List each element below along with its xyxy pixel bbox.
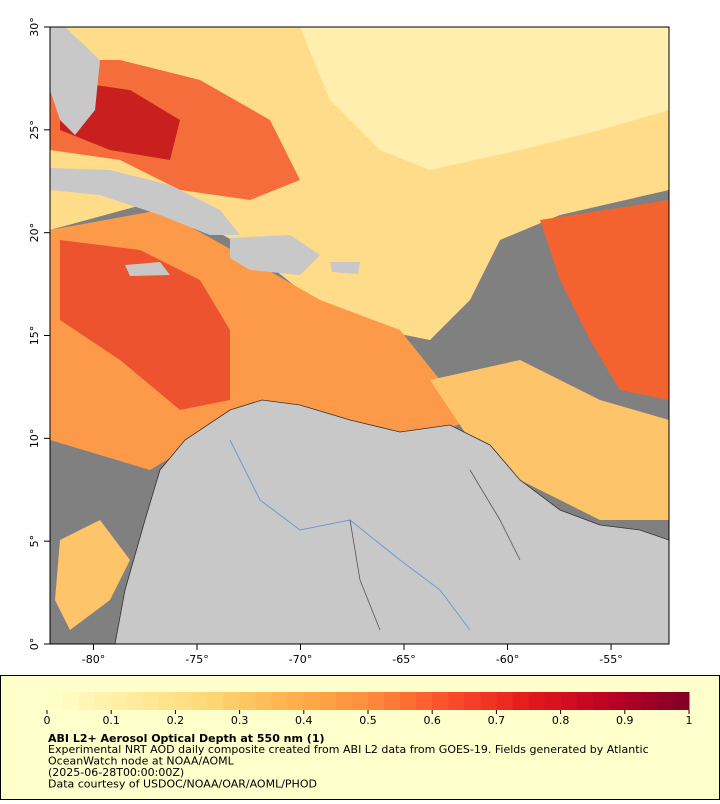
x-tick-label: -55°: [599, 653, 622, 666]
colorbar-cell: [560, 692, 578, 710]
x-tick-label: -60°: [496, 653, 519, 666]
aerosol-low: [430, 360, 669, 520]
colorbar-tick-label: 0.4: [295, 714, 313, 727]
y-tick-label: 30°: [28, 17, 41, 37]
colorbar-cell: [400, 692, 417, 710]
colorbar-cell: [159, 692, 176, 710]
colorbar-cell: [319, 692, 337, 710]
colorbar-cell: [448, 692, 465, 710]
colorbar-tick-label: 0: [44, 714, 51, 727]
colorbar-cell: [143, 692, 160, 710]
y-tick-label: 10°: [28, 429, 41, 449]
colorbar-cell: [255, 692, 273, 710]
border: [349, 469, 521, 631]
colorbar-tick-label: 0.6: [423, 714, 441, 727]
colorbar-cell: [111, 692, 128, 710]
y-tick-label: 20°: [28, 223, 41, 243]
land-south-america: [114, 399, 669, 644]
colorbar-cell: [592, 692, 610, 710]
colorbar-cell: [416, 692, 433, 710]
colorbar-cell: [432, 692, 449, 710]
colorbar-cell: [127, 692, 144, 710]
colorbar-cell: [207, 692, 225, 710]
legend-title: ABI L2+ Aerosol Optical Depth at 550 nm …: [48, 732, 325, 745]
colorbar-cell: [303, 692, 321, 710]
y-tick-label: 25°: [28, 120, 41, 140]
colorbar-cell: [480, 692, 497, 710]
map: [50, 27, 669, 644]
colorbar-cell: [368, 692, 385, 710]
colorbar-cell: [624, 692, 642, 710]
colorbar-cell: [191, 692, 208, 710]
x-tick-label: -65°: [392, 653, 415, 666]
colorbar-cell: [576, 692, 594, 710]
colorbar-cell: [175, 692, 192, 710]
colorbar-tick-label: 1: [686, 714, 693, 727]
colorbar-cell: [384, 692, 401, 710]
colorbar-cell: [608, 692, 626, 710]
colorbar-tick-label: 0.5: [359, 714, 377, 727]
x-tick-label: -70°: [289, 653, 312, 666]
colorbar-cell: [544, 692, 562, 710]
colorbar-cell: [287, 692, 305, 710]
legend-line: (2025-06-28T00:00:00Z): [48, 766, 184, 779]
x-tick-label: -75°: [185, 653, 208, 666]
colorbar-cell: [95, 692, 112, 710]
x-tick-label: -80°: [82, 653, 105, 666]
legend-line: Data courtesy of USDOC/NOAA/OAR/AOML/PHO…: [48, 778, 317, 791]
y-tick-label: 5°: [28, 535, 41, 548]
colorbar-cell: [47, 692, 64, 710]
land-hispaniola: [230, 235, 320, 275]
land-florida: [50, 27, 100, 135]
colorbar-tick-label: 0.9: [616, 714, 634, 727]
colorbar-cell: [512, 692, 529, 710]
colorbar-tick-label: 0.1: [102, 714, 120, 727]
colorbar-tick-label: 0.8: [552, 714, 570, 727]
colorbar-tick-label: 0.7: [488, 714, 506, 727]
aerosol-verylow: [300, 27, 669, 170]
aerosol-low: [55, 520, 130, 630]
aerosol-high: [540, 200, 669, 400]
colorbar-cell: [239, 692, 257, 710]
colorbar-cell: [464, 692, 481, 710]
colorbar-cell: [656, 692, 674, 710]
aerosol-high: [60, 240, 230, 410]
colorbar-cell: [79, 692, 96, 710]
y-tick-label: 0°: [28, 638, 41, 651]
land-jamaica: [125, 262, 170, 276]
colorbar-cell: [528, 692, 546, 710]
legend-line: Experimental NRT AOD daily composite cre…: [48, 743, 649, 756]
y-tick-label: 15°: [28, 326, 41, 346]
colorbar-cell: [223, 692, 241, 710]
colorbar-cell: [672, 692, 690, 710]
colorbar-tick-label: 0.2: [167, 714, 185, 727]
land-cuba: [50, 168, 240, 235]
legend-line: OceanWatch node at NOAA/AOML: [48, 755, 235, 768]
colorbar-cell: [496, 692, 513, 710]
colorbar-cell: [640, 692, 658, 710]
colorbar-cell: [351, 692, 369, 710]
colorbar: 0 0.1 0.2 0.3 0.4 0.5 0.6 0.7 0.8 0.9 1: [44, 692, 693, 727]
land-puertorico: [330, 262, 360, 274]
colorbar-cell: [63, 692, 80, 710]
colorbar-cell: [335, 692, 353, 710]
colorbar-cell: [271, 692, 289, 710]
colorbar-tick-label: 0.3: [231, 714, 249, 727]
